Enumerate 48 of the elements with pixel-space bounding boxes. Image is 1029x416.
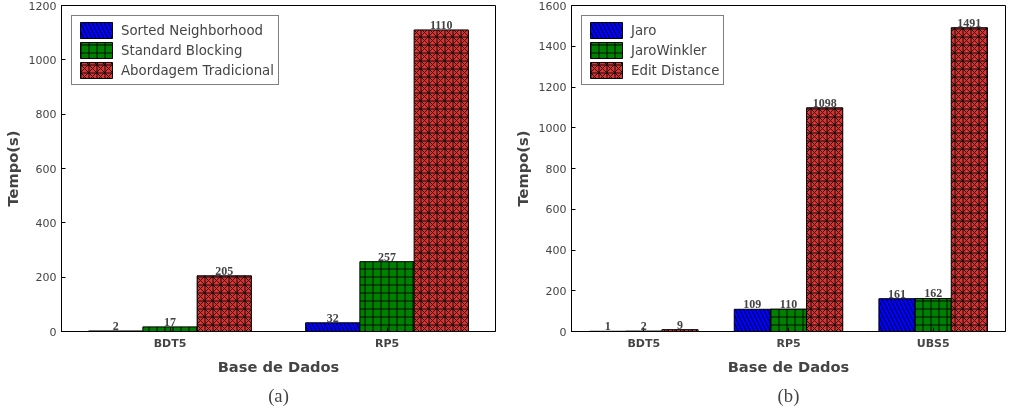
y-tick-label: 1000 <box>538 121 567 135</box>
data-label: 1098 <box>812 95 837 110</box>
legend-label: Edit Distance <box>631 62 720 78</box>
y-tick-label: 200 <box>545 284 567 298</box>
data-label: 9 <box>677 317 683 332</box>
data-label: 2 <box>640 319 647 334</box>
x-tick-label: BDT5 <box>153 336 187 350</box>
text: (b) <box>777 384 800 407</box>
data-label: 1491 <box>957 15 982 30</box>
text: (a) <box>268 384 289 407</box>
y-tick-label: 600 <box>35 162 57 176</box>
y-tick-label: 1600 <box>538 0 567 13</box>
legend-label: Jaro <box>631 22 657 38</box>
data-label: 110 <box>779 297 798 312</box>
data-label: 1 <box>604 319 611 334</box>
x-tick-label: RP5 <box>374 336 400 350</box>
x-tick-label: BDT5 <box>627 336 661 350</box>
x-tick-label: RP5 <box>776 336 801 350</box>
data-label: 1110 <box>429 17 453 32</box>
y-tick-label: 200 <box>35 271 57 285</box>
x-tick-label: UBS5 <box>916 336 950 350</box>
legend-label: Sorted Neighborhood <box>121 22 264 38</box>
y-tick-label: 400 <box>35 216 57 230</box>
y-tick-label: 400 <box>545 244 567 257</box>
y-axis-title: Tempo(s) <box>513 130 531 207</box>
y-tick-label: 1000 <box>28 53 57 67</box>
data-label: 17 <box>164 314 176 329</box>
y-tick-label: 600 <box>545 203 567 217</box>
y-tick-label: 1200 <box>538 81 567 94</box>
data-label: 162 <box>924 286 943 301</box>
x-axis-title: Base de Dados <box>727 357 850 375</box>
legend-label: JaroWinkler <box>631 42 707 58</box>
legend-label: Standard Blocking <box>121 42 243 58</box>
legend-label: Abordagem Tradicional <box>121 62 274 78</box>
x-axis-title: Base de Dados <box>217 357 340 375</box>
y-tick-label: 1200 <box>28 0 57 13</box>
y-tick-label: 800 <box>545 162 567 176</box>
data-label: 257 <box>378 249 396 264</box>
data-label: 2 <box>112 318 119 333</box>
y-axis-title: Tempo(s) <box>3 130 21 207</box>
data-label: 109 <box>743 297 762 312</box>
data-label: 161 <box>888 286 906 301</box>
y-tick-label: 1400 <box>538 40 567 54</box>
y-tick-label: 800 <box>35 108 57 122</box>
y-tick-label: 0 <box>559 325 567 339</box>
data-label: 205 <box>215 263 234 278</box>
y-tick-label: 0 <box>49 325 57 339</box>
data-label: 32 <box>326 310 339 325</box>
